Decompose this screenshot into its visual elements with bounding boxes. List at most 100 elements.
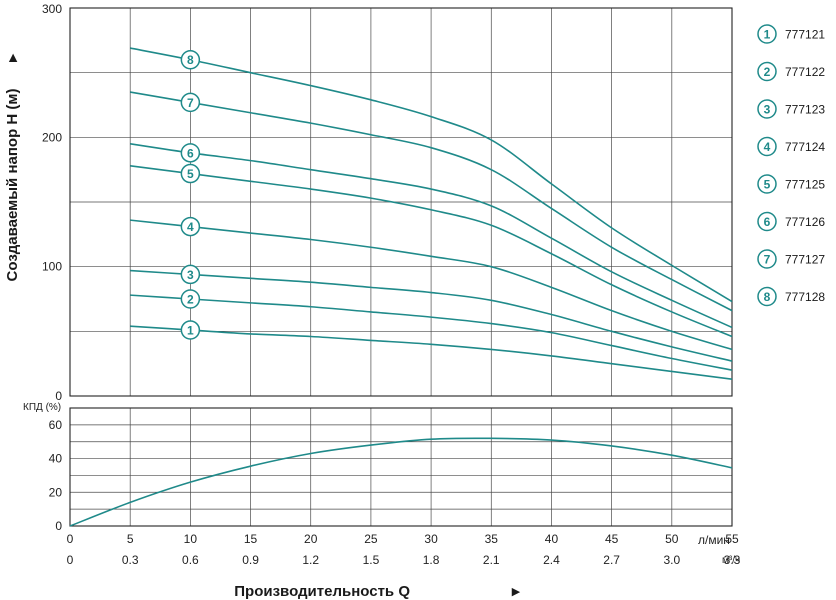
head-curve-777128 [130, 47, 733, 303]
y-tick-label: 300 [42, 2, 62, 16]
efficiency-y-tick-label: 60 [49, 418, 63, 432]
x-tick-label-lpm: 5 [127, 532, 134, 546]
head-curve-777123 [130, 269, 733, 362]
efficiency-chart-grid [70, 408, 732, 526]
x-tick-label-lpm: 55 [725, 532, 739, 546]
y-tick-label: 200 [42, 130, 62, 144]
curve-marker-number: 3 [187, 268, 194, 282]
curve-marker-number: 4 [187, 220, 194, 234]
curve-marker-circle [180, 163, 201, 184]
x-tick-label-lpm: 20 [304, 532, 318, 546]
x-tick-label-m3h: 0.3 [122, 553, 139, 567]
efficiency-y-tick-label: 20 [49, 485, 63, 499]
curve-marker-circle [180, 92, 201, 113]
efficiency-curve-group [69, 437, 733, 527]
x-tick-label-lpm: 35 [485, 532, 499, 546]
curve-marker-number: 6 [187, 146, 194, 160]
x-tick-label-m3h: 3.3 [724, 553, 741, 567]
legend-marker-circle [757, 61, 777, 82]
x-tick-label-m3h: 3.0 [663, 553, 680, 567]
efficiency-axis-title: КПД (%) [23, 402, 61, 413]
x-tick-label-m3h: 2.1 [483, 553, 500, 567]
x-tick-label-lpm: 50 [665, 532, 679, 546]
curve-marker-circle [180, 216, 201, 237]
x-unit-m3h: м³/ч [722, 555, 740, 566]
x-tick-label-lpm: 45 [605, 532, 619, 546]
efficiency-curve [69, 437, 733, 527]
x-tick-label-m3h: 1.5 [363, 553, 380, 567]
legend-item-label: 777127 [785, 253, 825, 267]
x-tick-label-m3h: 1.8 [423, 553, 440, 567]
curve-marker-circle [180, 320, 201, 340]
y-axis-arrow-icon: ▸ [4, 53, 21, 63]
legend-item-label: 777128 [785, 290, 825, 304]
curve-marker-number: 7 [187, 96, 194, 110]
head-curve-777127 [130, 91, 733, 312]
efficiency-chart-frame [69, 407, 733, 527]
legend-item-label: 777121 [785, 28, 825, 42]
legend-marker-circle [757, 99, 777, 119]
legend-marker-circle [757, 174, 777, 194]
x-unit-lpm: л/мин [698, 533, 730, 547]
legend-marker-circle [757, 249, 777, 269]
x-tick-label-lpm: 15 [244, 532, 258, 546]
legend-marker-number: 8 [764, 290, 771, 304]
legend-marker-circle [757, 24, 777, 44]
curve-marker-number: 2 [187, 293, 194, 307]
legend-item-label: 777125 [785, 178, 825, 192]
legend-marker-number: 5 [764, 178, 771, 192]
y-axis-title: Создаваемый напор H (м) [4, 89, 21, 282]
legend-marker-circle [757, 136, 777, 157]
x-axis-arrow-icon: ▸ [511, 583, 521, 600]
curve-marker-number: 1 [187, 324, 194, 338]
head-chart-grid [70, 8, 732, 396]
efficiency-y-tick-label: 40 [49, 452, 63, 466]
x-axis-title: Производительность Q [234, 583, 410, 600]
x-ticks-lpm: 0 5 10 15 20 25 30 35 40 45 50 55 [67, 532, 739, 546]
x-ticks-m3h: 0 0.3 0.6 0.9 1.2 1.5 1.8 2.1 2.4 2.7 3.0 3.3 [67, 553, 741, 567]
y-tick-label: 100 [42, 260, 62, 274]
curve-marker-number: 8 [187, 53, 194, 67]
legend-marker-circle [757, 286, 777, 307]
x-tick-label-lpm: 10 [184, 532, 198, 546]
head-curve-777122 [130, 294, 733, 371]
x-tick-label-m3h: 0.9 [242, 553, 259, 567]
x-tick-label-lpm: 30 [424, 532, 438, 546]
legend-item-label: 777126 [785, 215, 825, 229]
x-tick-label-lpm: 25 [364, 532, 378, 546]
curve-marker-circle [180, 264, 201, 285]
legend-marker-number: 1 [764, 28, 771, 42]
legend: 1 777121 2 777122 3 777123 4 777124 5 777125 6 7771… [757, 24, 825, 307]
head-curves [130, 47, 733, 380]
x-tick-label-lpm: 40 [545, 532, 559, 546]
curve-marker-circle [180, 49, 201, 70]
x-tick-label-m3h: 2.4 [543, 553, 560, 567]
legend-item-label: 777124 [785, 140, 825, 154]
curve-marker-number: 5 [187, 167, 194, 181]
legend-marker-number: 2 [764, 65, 771, 79]
x-tick-label-m3h: 0.6 [182, 553, 199, 567]
head-curve-777121 [130, 325, 733, 380]
curve-marker-circle [180, 143, 201, 163]
x-tick-label-m3h: 0 [67, 553, 74, 567]
head-curve-777125 [130, 164, 733, 338]
legend-marker-number: 4 [764, 140, 771, 154]
legend-marker-number: 7 [764, 253, 771, 267]
efficiency-y-tick-label: 0 [55, 519, 62, 533]
head-y-ticks: 0 100 200 300 [42, 2, 62, 403]
legend-marker-number: 3 [764, 103, 771, 117]
head-chart-frame [69, 7, 733, 397]
legend-item-label: 777122 [785, 65, 825, 79]
legend-marker-number: 6 [764, 215, 771, 229]
legend-item-label: 777123 [785, 103, 825, 117]
curve-markers: 1 2 3 4 5 6 7 8 [180, 49, 201, 340]
efficiency-y-ticks: 0 20 40 60 [49, 418, 63, 533]
head-curve-777124 [130, 219, 733, 351]
curve-marker-circle [180, 289, 201, 309]
x-tick-label-m3h: 2.7 [603, 553, 620, 567]
head-curve-777126 [130, 143, 733, 329]
legend-marker-circle [757, 211, 777, 232]
y-tick-label: 0 [55, 389, 62, 403]
x-tick-label-lpm: 0 [67, 532, 74, 546]
